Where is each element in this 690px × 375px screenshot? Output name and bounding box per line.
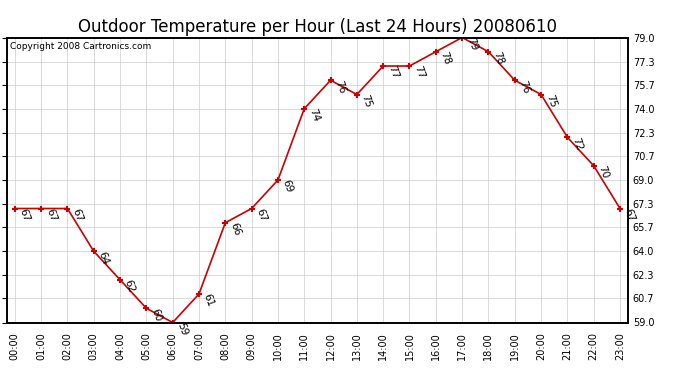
Text: 75: 75	[544, 93, 558, 109]
Text: Copyright 2008 Cartronics.com: Copyright 2008 Cartronics.com	[10, 42, 151, 51]
Text: 75: 75	[359, 93, 373, 109]
Text: 60: 60	[149, 307, 163, 322]
Text: 67: 67	[70, 207, 84, 223]
Text: 72: 72	[570, 136, 584, 152]
Text: 70: 70	[596, 164, 611, 180]
Text: 64: 64	[97, 250, 110, 266]
Text: 66: 66	[228, 221, 242, 237]
Text: 79: 79	[465, 36, 479, 52]
Text: 62: 62	[123, 278, 137, 294]
Text: 61: 61	[201, 292, 216, 309]
Text: 76: 76	[333, 79, 347, 95]
Text: 77: 77	[386, 64, 400, 81]
Text: 77: 77	[413, 64, 426, 81]
Text: 67: 67	[255, 207, 268, 223]
Text: 69: 69	[281, 178, 295, 195]
Text: 78: 78	[439, 50, 453, 66]
Text: 74: 74	[307, 107, 321, 123]
Title: Outdoor Temperature per Hour (Last 24 Hours) 20080610: Outdoor Temperature per Hour (Last 24 Ho…	[78, 18, 557, 36]
Text: 67: 67	[44, 207, 58, 223]
Text: 78: 78	[491, 50, 505, 66]
Text: 59: 59	[175, 321, 189, 337]
Text: 67: 67	[17, 207, 32, 223]
Text: 67: 67	[623, 207, 637, 223]
Text: 76: 76	[518, 79, 531, 95]
